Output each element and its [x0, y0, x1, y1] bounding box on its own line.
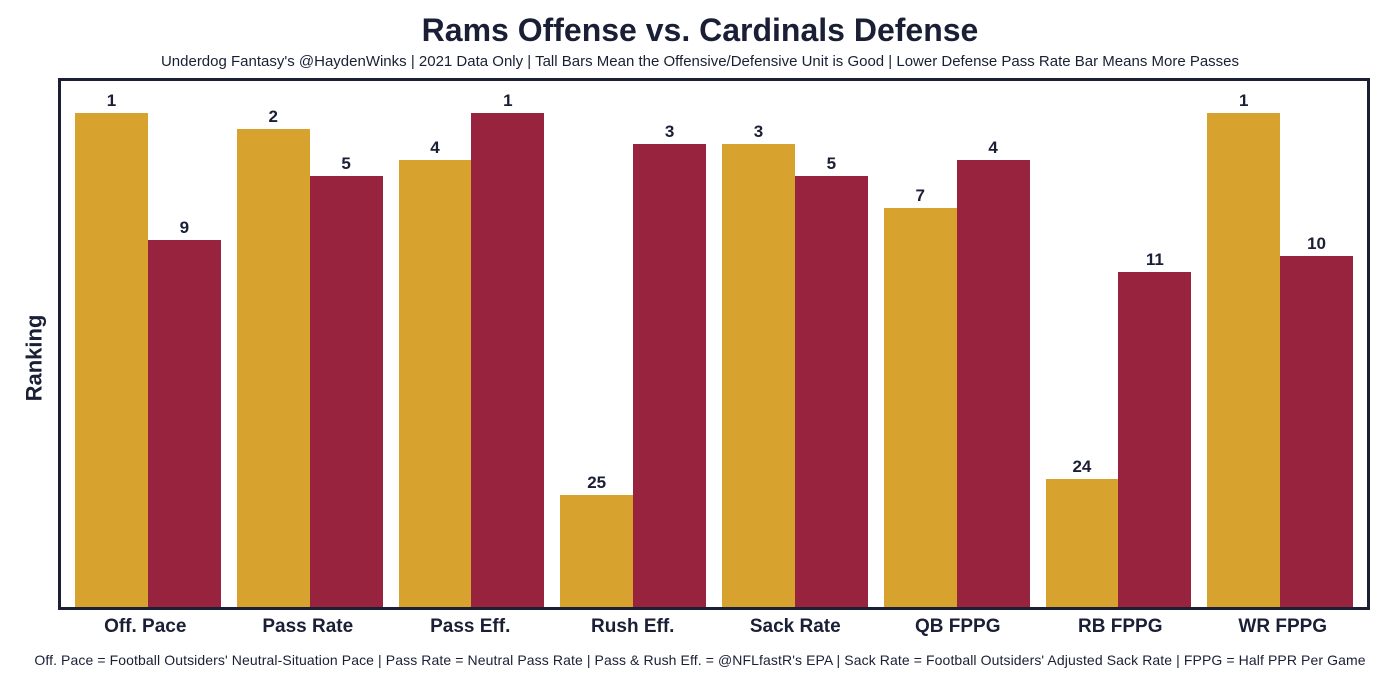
- bar-group: 35: [714, 81, 876, 607]
- xaxis-tick-label: Pass Rate: [227, 616, 390, 638]
- bar-offense: 3: [722, 144, 795, 607]
- bar-value-label: 1: [1239, 91, 1248, 111]
- bar-defense: 3: [633, 144, 706, 607]
- bar-value-label: 4: [430, 138, 439, 158]
- bar-value-label: 24: [1072, 457, 1091, 477]
- plot-row: Ranking 19254125335742411110 Off. PacePa…: [10, 78, 1390, 638]
- plot-area: 19254125335742411110: [58, 78, 1370, 610]
- chart-footer: Off. Pace = Football Outsiders' Neutral-…: [34, 652, 1365, 668]
- xaxis-tick-label: Pass Eff.: [389, 616, 552, 638]
- bar-value-label: 10: [1307, 234, 1326, 254]
- plot-col: 19254125335742411110 Off. PacePass RateP…: [58, 78, 1370, 638]
- bar-offense: 7: [884, 208, 957, 607]
- xaxis-tick-label: RB FPPG: [1039, 616, 1202, 638]
- bar-offense: 25: [560, 495, 633, 607]
- bar-group: 110: [1199, 81, 1361, 607]
- xaxis-tick-label: Off. Pace: [64, 616, 227, 638]
- bar-offense: 24: [1046, 479, 1119, 607]
- bar-offense: 2: [237, 129, 310, 607]
- bar-value-label: 11: [1146, 250, 1164, 270]
- bar-value-label: 2: [268, 107, 277, 127]
- right-pad: [1370, 78, 1390, 638]
- bar-value-label: 25: [587, 473, 606, 493]
- bar-group: 41: [391, 81, 553, 607]
- bar-group: 19: [67, 81, 229, 607]
- bar-value-label: 1: [503, 91, 512, 111]
- bar-defense: 9: [148, 240, 221, 607]
- yaxis-label-col: Ranking: [10, 78, 58, 638]
- bar-group: 74: [876, 81, 1038, 607]
- bar-defense: 10: [1280, 256, 1353, 607]
- bar-offense: 4: [399, 160, 472, 607]
- bar-value-label: 9: [180, 218, 189, 238]
- bar-defense: 5: [795, 176, 868, 607]
- bar-value-label: 5: [827, 154, 836, 174]
- chart-title: Rams Offense vs. Cardinals Defense: [422, 12, 979, 49]
- bar-value-label: 3: [754, 122, 763, 142]
- xaxis-tick-label: WR FPPG: [1202, 616, 1365, 638]
- xaxis: Off. PacePass RatePass Eff.Rush Eff.Sack…: [58, 610, 1370, 638]
- bar-defense: 1: [471, 113, 544, 607]
- bar-offense: 1: [1207, 113, 1280, 607]
- chart-container: Rams Offense vs. Cardinals Defense Under…: [0, 0, 1400, 674]
- bar-value-label: 5: [341, 154, 350, 174]
- bar-defense: 5: [310, 176, 383, 607]
- bar-value-label: 7: [915, 186, 924, 206]
- bar-defense: 4: [957, 160, 1030, 607]
- bar-defense: 11: [1118, 272, 1191, 607]
- xaxis-tick-label: QB FPPG: [877, 616, 1040, 638]
- chart-subtitle: Underdog Fantasy's @HaydenWinks | 2021 D…: [161, 53, 1239, 70]
- xaxis-tick-label: Rush Eff.: [552, 616, 715, 638]
- yaxis-label: Ranking: [21, 315, 47, 402]
- bar-value-label: 3: [665, 122, 674, 142]
- bar-group: 25: [229, 81, 391, 607]
- bar-value-label: 4: [988, 138, 997, 158]
- bar-offense: 1: [75, 113, 148, 607]
- bar-group: 2411: [1038, 81, 1200, 607]
- xaxis-tick-label: Sack Rate: [714, 616, 877, 638]
- bar-group: 253: [552, 81, 714, 607]
- bar-value-label: 1: [107, 91, 116, 111]
